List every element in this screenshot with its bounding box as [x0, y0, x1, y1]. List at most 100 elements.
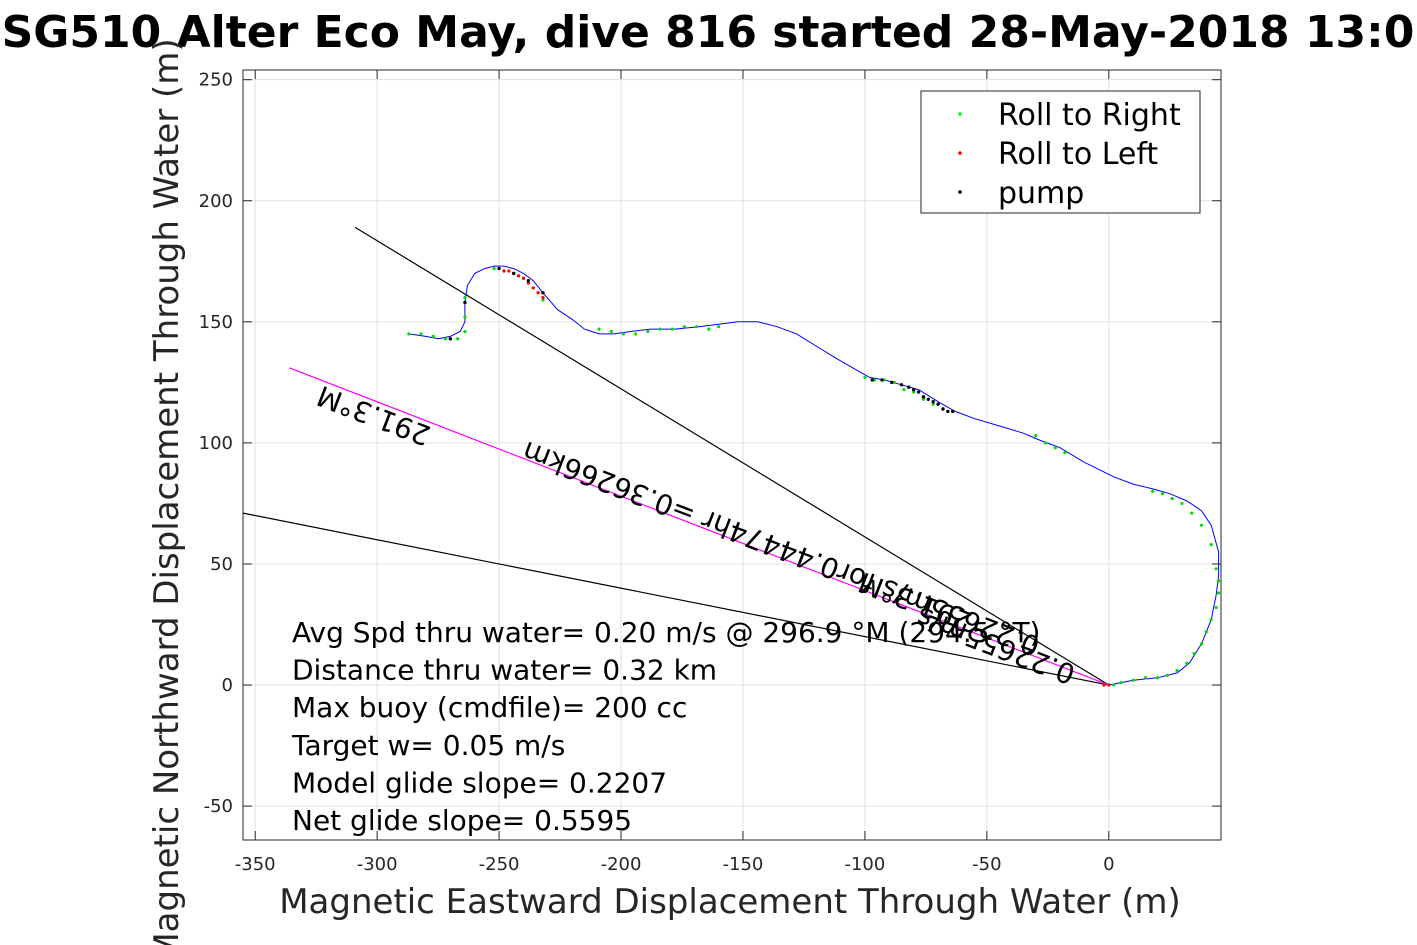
- roll-left-point: [502, 269, 506, 273]
- pump-point: [921, 395, 926, 399]
- reference-lines: [242, 226, 1110, 686]
- roll-right-point: [892, 380, 896, 384]
- y-tick-label: 200: [199, 191, 233, 212]
- x-tick-label: -100: [844, 854, 885, 875]
- roll-right-point: [541, 298, 545, 302]
- heading-line-lower: [242, 512, 1109, 686]
- roll-right-point: [1214, 605, 1218, 610]
- roll-right-point: [1119, 681, 1123, 685]
- x-tick-label: -300: [357, 854, 398, 875]
- trajectory: [408, 265, 1220, 686]
- roll-right-point: [1216, 591, 1221, 595]
- pump-point: [926, 397, 931, 402]
- y-tick-label: -50: [204, 796, 233, 817]
- roll-markers: [407, 266, 1221, 687]
- stats-annotations: Avg Spd thru water= 0.20 m/s @ 296.9 °M …: [291, 616, 1040, 837]
- pump-point: [941, 407, 945, 411]
- roll-right-point: [1192, 651, 1196, 656]
- legend-box: [920, 90, 1201, 214]
- roll-right-point: [419, 332, 423, 336]
- plot-frame: [242, 69, 1222, 841]
- legend-marker: [958, 151, 962, 155]
- y-tick-label: 50: [210, 554, 233, 575]
- pump-point: [916, 390, 921, 394]
- avg-direction-line: [289, 367, 1110, 686]
- roll-right-point: [658, 327, 662, 331]
- y-tick-label: 0: [222, 675, 233, 696]
- roll-left-point: [516, 274, 521, 278]
- roll-right-point: [1063, 450, 1067, 455]
- pump-point: [946, 409, 950, 414]
- roll-left-point: [531, 286, 535, 290]
- roll-right-point: [1204, 630, 1208, 634]
- roll-right-point: [1143, 676, 1147, 680]
- pump-point: [951, 409, 955, 414]
- y-axis-label: Magnetic Northward Displacement Through …: [147, 38, 187, 945]
- roll-right-point: [716, 325, 721, 329]
- roll-right-point: [463, 296, 467, 300]
- roll-right-point: [1053, 446, 1057, 450]
- pump-point: [541, 291, 545, 295]
- x-tick-label: -200: [601, 854, 642, 875]
- roll-right-point: [1185, 661, 1189, 665]
- pump-point: [899, 383, 904, 387]
- roll-right-point: [931, 402, 935, 406]
- roll-right-point: [1112, 683, 1116, 687]
- pump-point: [890, 380, 894, 385]
- roll-left-point: [521, 276, 526, 280]
- roll-right-point: [1034, 434, 1038, 438]
- roll-right-point: [670, 327, 674, 331]
- roll-left-point: [526, 281, 530, 285]
- pump-point: [931, 400, 935, 404]
- roll-right-point: [1209, 542, 1213, 547]
- roll-right-point: [1165, 673, 1169, 677]
- roll-right-point: [1155, 676, 1160, 680]
- roll-right-point: [1209, 618, 1213, 622]
- stats-line: Target w= 0.05 m/s: [291, 729, 565, 762]
- roll-right-point: [873, 378, 877, 382]
- pump-point: [870, 378, 874, 382]
- tick-labels: -350 -300 -250 -200 -150 -100 -50 0 -50 0 50 100 150…: [199, 70, 1115, 875]
- legend-label: Roll to Left: [998, 137, 1158, 172]
- roll-right-point: [597, 327, 601, 331]
- roll-right-point: [1151, 489, 1155, 493]
- legend-label: Roll to Right: [998, 98, 1181, 133]
- pump-point: [512, 271, 516, 276]
- pump-point: [911, 387, 916, 392]
- pump-point: [880, 378, 884, 382]
- x-tick-label: 0: [1103, 854, 1114, 875]
- x-tick-label: -150: [723, 854, 764, 875]
- pump-point: [448, 337, 453, 341]
- axes: [242, 69, 1222, 841]
- roll-right-point: [682, 325, 687, 329]
- roll-right-point: [1175, 668, 1179, 673]
- roll-right-point: [863, 375, 867, 380]
- roll-right-point: [646, 329, 650, 334]
- roll-right-point: [1170, 496, 1174, 501]
- legend: Roll to Right Roll to Left pump: [920, 90, 1201, 214]
- roll-left-point: [507, 269, 511, 273]
- stats-line: Distance thru water= 0.32 km: [292, 654, 717, 687]
- roll-right-point: [443, 337, 448, 341]
- roll-right-point: [882, 378, 887, 382]
- chart-title: SG510 Alter Eco May, dive 816 started 28…: [2, 7, 1415, 58]
- roll-right-point: [609, 329, 613, 334]
- roll-right-point: [407, 332, 411, 336]
- roll-right-point: [1043, 441, 1047, 445]
- stats-line: Avg Spd thru water= 0.20 m/s @ 296.9 °M …: [292, 616, 1040, 649]
- roll-right-point: [902, 388, 906, 392]
- trajectory-line: [408, 265, 1220, 686]
- pump-point: [907, 385, 911, 389]
- roll-right-point: [1160, 492, 1165, 496]
- roll-right-point: [621, 332, 626, 336]
- x-tick-label: -250: [479, 854, 520, 875]
- pump-point: [463, 300, 467, 305]
- y-tick-label: 250: [199, 70, 233, 91]
- roll-right-point: [456, 337, 460, 341]
- x-tick-label: -50: [972, 854, 1001, 875]
- pump-point: [526, 278, 531, 283]
- roll-right-point: [1214, 567, 1218, 571]
- legend-marker: [958, 190, 962, 194]
- legend-marker: [958, 112, 962, 116]
- stats-line: Max buoy (cmdfile)= 200 cc: [292, 691, 687, 724]
